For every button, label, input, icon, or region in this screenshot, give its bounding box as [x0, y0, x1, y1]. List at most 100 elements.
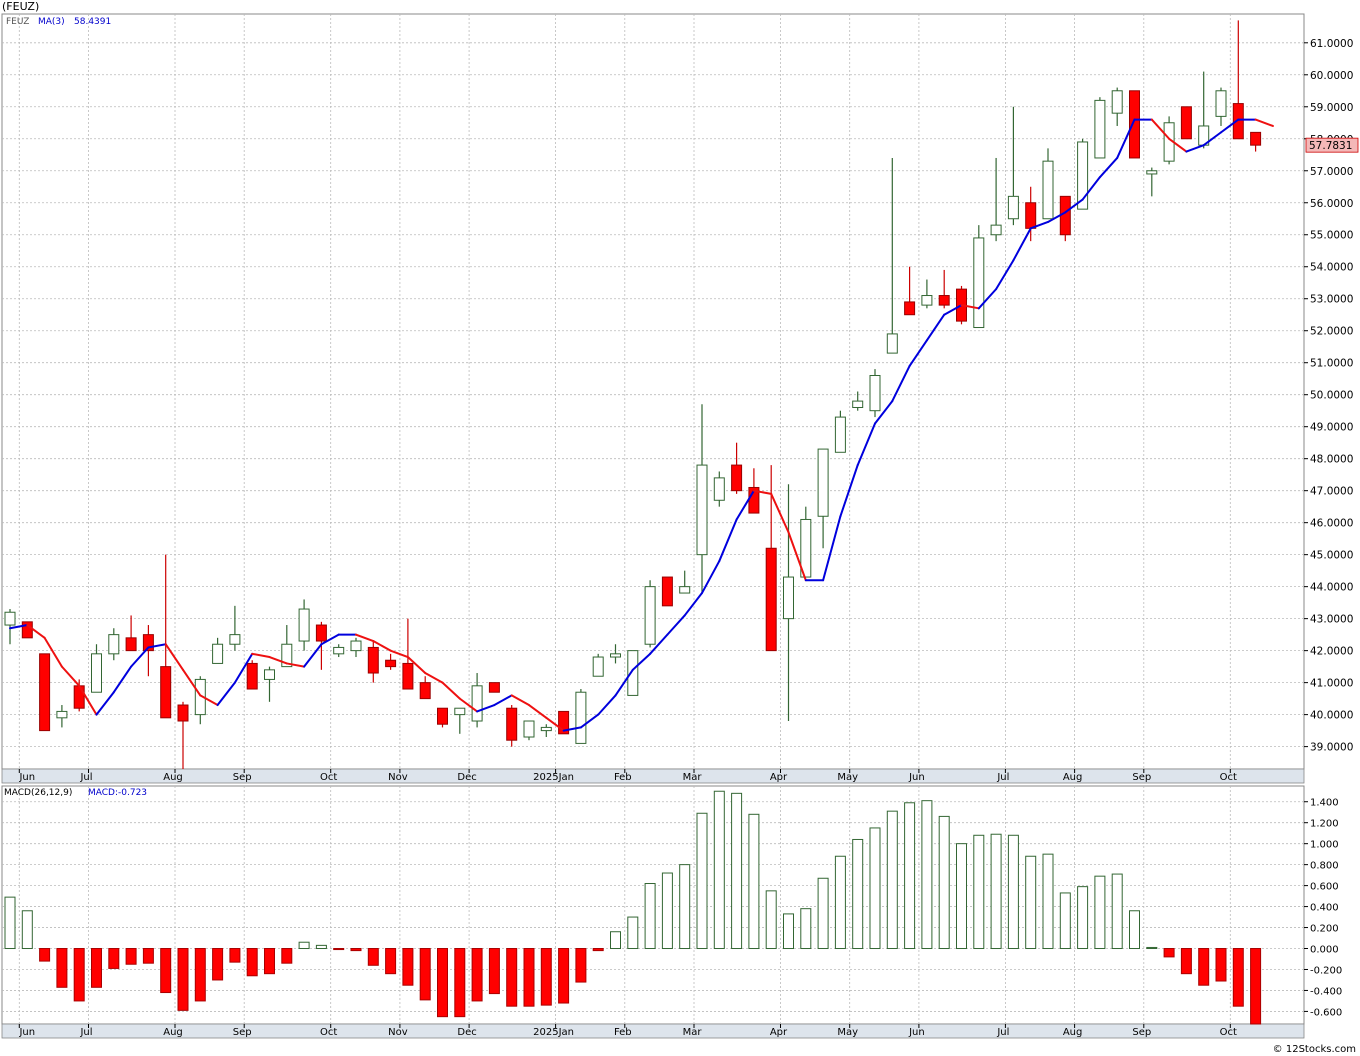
ma-line-segment	[925, 313, 946, 342]
candle-body	[212, 643, 224, 664]
ma-line-segment	[1081, 176, 1101, 201]
macd-bar	[108, 948, 120, 969]
price-month-label: Nov	[388, 772, 408, 783]
price-y-tick-label: 57.0000	[1310, 166, 1353, 178]
ma-line-segment	[562, 726, 582, 732]
candle-body	[1146, 170, 1158, 175]
candle-body	[56, 710, 68, 719]
last-price-label: 57.7831	[1309, 140, 1352, 152]
ma-line-segment	[735, 489, 755, 521]
macd-y-tick-label: 0.800	[1310, 861, 1339, 872]
ma-line-segment	[839, 464, 859, 518]
price-y-tick-label: 49.0000	[1310, 422, 1353, 434]
macd-month-label: Sep	[1132, 1027, 1151, 1038]
candle-body	[627, 650, 639, 696]
price-y-tick-label: 61.0000	[1310, 38, 1353, 50]
macd-month-band	[1, 1023, 1305, 1039]
macd-bar	[194, 948, 206, 1002]
macd-panel: 1.400 1.200 1.000 0.800 0.600 0.400 0.200 0.000…	[1, 785, 1342, 1039]
candle-body	[817, 448, 829, 517]
price-y-tick-label: 55.0000	[1310, 230, 1353, 242]
price-month-label: Feb	[614, 772, 632, 783]
macd-y-tick-label: -0.400	[1310, 986, 1342, 997]
macd-bar	[886, 810, 898, 950]
candle-body	[765, 547, 777, 652]
candle-body	[73, 685, 85, 709]
candle-body	[1215, 90, 1227, 117]
macd-bar	[315, 944, 327, 950]
macd-y-tick-label: 1.200	[1310, 819, 1339, 830]
macd-bar	[990, 833, 1002, 950]
ma-line-segment	[874, 400, 894, 425]
macd-bar	[471, 948, 483, 1002]
price-frame	[1, 13, 1305, 770]
candle-body	[523, 720, 535, 738]
macd-bar	[246, 948, 258, 977]
ma-line-segment	[476, 704, 496, 713]
macd-y-tick-label: 1.000	[1310, 840, 1339, 851]
candle-body	[1180, 106, 1192, 140]
macd-bar	[1059, 892, 1071, 950]
price-y-tick-label: 51.0000	[1310, 358, 1353, 370]
price-y-tick-label: 52.0000	[1310, 326, 1353, 338]
macd-bar	[177, 948, 189, 1011]
macd-bar	[938, 815, 950, 950]
macd-bar	[1111, 873, 1123, 950]
ma-line-segment	[268, 656, 288, 665]
ma-line-segment	[752, 489, 773, 495]
price-month-label: Mar	[683, 772, 703, 783]
candle-body	[1059, 195, 1071, 236]
candle-body	[419, 682, 431, 700]
macd-bar	[506, 948, 518, 1007]
candle-body	[1232, 103, 1244, 140]
macd-bar	[852, 838, 864, 950]
price-month-label: Jun	[18, 772, 35, 783]
ma-line-segment	[787, 531, 807, 582]
macd-y-tick-label: 1.400	[1310, 798, 1339, 809]
price-y-tick-label: 39.0000	[1310, 742, 1353, 754]
price-y-tick-label: 50.0000	[1310, 390, 1353, 402]
ma-line-segment	[372, 640, 392, 652]
macd-month-label: Aug	[1063, 1027, 1083, 1038]
macd-month-label: Apr	[770, 1027, 788, 1038]
candle-body	[679, 586, 691, 594]
macd-bar	[1250, 948, 1262, 1025]
candle-body	[783, 576, 794, 620]
last-price-tag	[1305, 137, 1359, 153]
macd-bar	[385, 948, 397, 975]
ma-line-segment	[199, 694, 219, 707]
candle-body	[575, 691, 587, 744]
ma-line-segment	[1220, 118, 1240, 134]
macd-bar	[610, 931, 621, 950]
candle-body	[506, 707, 518, 741]
macd-bar	[956, 843, 967, 950]
ma-label: MA(3)	[38, 17, 65, 27]
price-y-tick-label: 43.0000	[1310, 614, 1353, 626]
candle-body	[108, 634, 120, 655]
ma-line-segment	[614, 668, 634, 697]
macd-bar	[56, 948, 68, 988]
candle-body	[1025, 202, 1037, 229]
macd-bar	[264, 948, 275, 975]
macd-bar	[1077, 886, 1089, 950]
macd-month-label: Jul	[996, 1027, 1009, 1038]
ma-line-segment	[233, 652, 254, 684]
macd-month-label: Oct	[1220, 1027, 1237, 1038]
macd-bar	[419, 948, 431, 1001]
macd-bar	[1007, 834, 1019, 950]
macd-bar	[437, 948, 448, 1018]
candle-body	[298, 608, 310, 642]
candle-body	[1250, 131, 1262, 146]
ma-line-segment	[389, 649, 409, 659]
macd-bar	[973, 834, 985, 950]
candle-body	[713, 477, 725, 501]
macd-bar	[558, 948, 570, 1004]
candle-body	[1077, 141, 1089, 210]
price-month-label: 2025Jan	[533, 772, 574, 783]
macd-bar	[1129, 910, 1140, 950]
ma-line-segment	[631, 652, 652, 671]
candle-body	[1042, 160, 1054, 220]
ma-line-segment	[43, 636, 63, 668]
ma-line-segment	[666, 614, 686, 636]
candle-body	[731, 464, 743, 492]
